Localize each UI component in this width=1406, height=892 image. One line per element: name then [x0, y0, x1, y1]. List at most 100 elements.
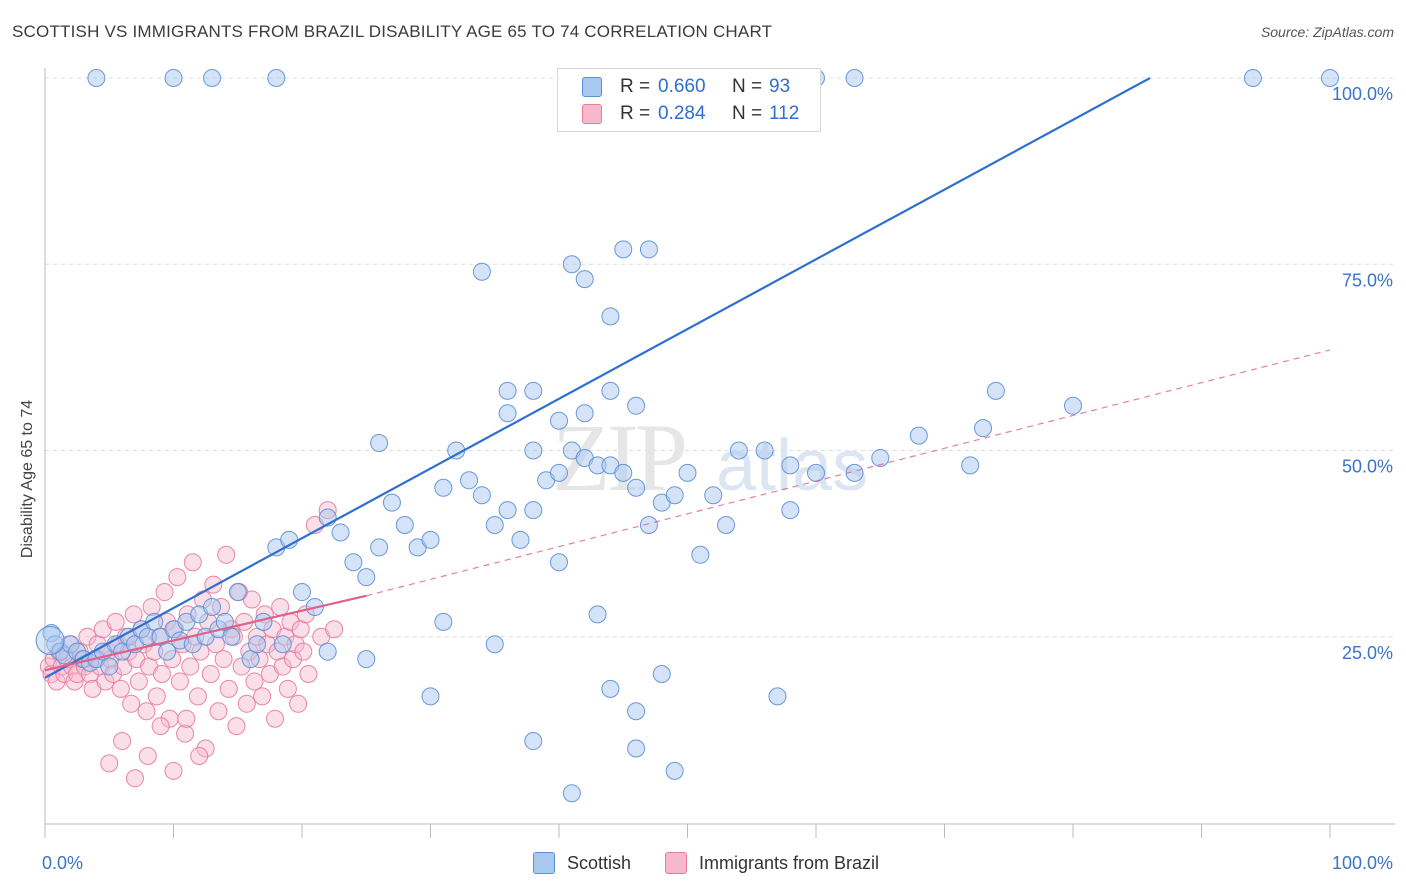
brazil-point	[122, 694, 141, 713]
scottish-point	[781, 456, 800, 475]
legend-r-label: R =	[620, 76, 651, 97]
brazil-point	[237, 694, 256, 713]
scottish-point	[639, 240, 658, 259]
scottish-point	[755, 441, 774, 460]
scottish-point	[909, 426, 928, 445]
brazil-point	[124, 605, 143, 624]
scottish-point	[807, 463, 825, 482]
scottish-point	[215, 612, 234, 631]
brazil-point	[217, 545, 236, 564]
scottish-point	[318, 642, 337, 661]
scottish-point	[273, 635, 292, 654]
brazil-point	[190, 746, 209, 765]
brazil-point	[273, 657, 292, 676]
scottish-point	[1064, 396, 1082, 415]
scottish-point	[331, 523, 350, 542]
scottish-point	[100, 657, 119, 676]
scottish-point	[588, 605, 607, 624]
scottish-point	[1243, 69, 1262, 87]
scottish-point	[627, 739, 646, 758]
scottish-point	[293, 583, 311, 602]
legend-swatch-brazil	[582, 104, 602, 124]
scottish-point	[575, 270, 594, 289]
legend-r-label: R =	[620, 103, 651, 124]
scottish-point	[974, 419, 993, 438]
series-legend: Scottish Immigrants from Brazil	[533, 852, 913, 874]
brazil-point	[299, 665, 318, 683]
scottish-point	[717, 516, 736, 534]
scottish-point	[498, 501, 517, 520]
scottish-point	[601, 307, 620, 326]
brazil-point	[152, 665, 171, 683]
scottish-point	[768, 687, 787, 706]
scottish-point	[87, 69, 106, 87]
axis-layer	[44, 68, 1395, 838]
brazil-point	[201, 665, 220, 683]
legend-row-scottish: R = 0.660 N = 93	[582, 75, 790, 99]
y-tick-label: 100.0%	[1332, 84, 1393, 104]
scottish-point	[627, 396, 646, 415]
legend-item-scottish[interactable]: Scottish	[533, 852, 631, 874]
scottish-point	[550, 463, 568, 482]
scottish-point	[421, 530, 440, 549]
brazil-point	[142, 597, 161, 616]
scottish-point	[472, 486, 491, 505]
x-tick-label: 0.0%	[42, 853, 83, 873]
brazil-point	[164, 761, 183, 780]
legend-n-label: N =	[732, 76, 763, 97]
scottish-point	[382, 493, 401, 512]
scottish-point	[228, 583, 247, 602]
tick-labels: 25.0% 50.0% 75.0% 100.0% 0.0% 100.0%	[42, 84, 1393, 873]
scottish-point	[485, 516, 504, 534]
scottish-point	[370, 434, 389, 453]
scottish-point	[472, 262, 491, 281]
scottish-point	[562, 255, 581, 274]
brazil-point	[111, 679, 130, 698]
scottish-point	[845, 69, 864, 87]
scottish-point	[267, 69, 286, 87]
scottish-point	[357, 568, 376, 587]
brazil-point	[129, 672, 148, 691]
trend-lines	[44, 77, 1331, 679]
scottish-point	[248, 635, 267, 654]
brazil-point	[147, 687, 166, 706]
legend-item-brazil[interactable]: Immigrants from Brazil	[665, 852, 879, 874]
scottish-point	[241, 650, 260, 669]
brazil-point	[253, 687, 272, 706]
scottish-point	[601, 679, 620, 698]
scottish-point	[871, 448, 890, 467]
brazil-point	[137, 702, 156, 721]
scottish-point	[601, 381, 620, 400]
scottish-point	[460, 471, 479, 490]
x-tick-label: 100.0%	[1332, 853, 1393, 873]
brazil-point	[100, 754, 119, 773]
legend-label-scottish: Scottish	[567, 852, 632, 873]
scottish-point	[498, 381, 517, 400]
brazil-point	[183, 553, 202, 572]
scottish-point	[434, 612, 453, 631]
source-label: Source: ZipAtlas.com	[1260, 24, 1394, 40]
scottish-point	[691, 545, 710, 564]
scottish-point	[35, 625, 65, 655]
brazil-point	[106, 612, 125, 631]
scottish-trend-line	[44, 77, 1151, 679]
y-axis-label-wrap: Disability Age 65 to 74	[8, 280, 48, 680]
scottish-point	[652, 665, 671, 683]
stats-legend: R = 0.660 N = 93 R = 0.284 N = 112	[557, 68, 821, 132]
brazil-point	[294, 642, 313, 661]
legend-n-label: N =	[732, 103, 763, 124]
brazil-point	[289, 694, 308, 713]
brazil-point	[266, 709, 285, 728]
legend-label-brazil: Immigrants from Brazil	[699, 852, 880, 873]
brazil-point	[284, 650, 303, 669]
brazil-point	[245, 672, 264, 691]
scottish-point	[421, 687, 440, 706]
brazil-point	[177, 709, 196, 728]
scottish-point	[562, 784, 581, 803]
brazil-point	[78, 627, 97, 646]
scottish-point	[511, 530, 530, 549]
scottish-point	[357, 650, 376, 669]
brazil-point	[138, 746, 157, 765]
legend-r-value: 0.660	[658, 76, 706, 97]
